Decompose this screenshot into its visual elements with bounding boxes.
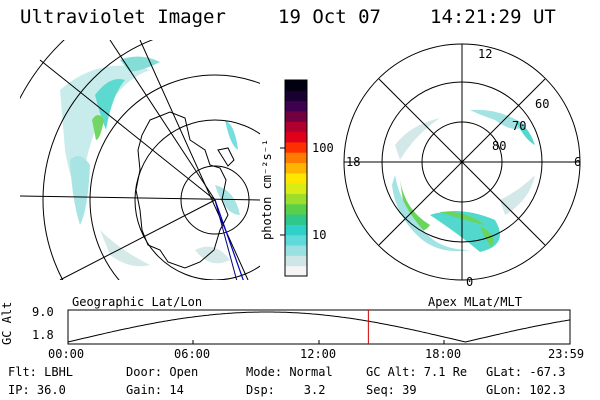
colorbar-swatch [285, 245, 307, 256]
status-mode: Mode: Normal [246, 365, 333, 379]
right-map-label: Apex MLat/MLT [428, 295, 522, 309]
colorbar-swatch [285, 214, 307, 225]
colorbar-tick-10: 10 [312, 228, 327, 242]
colorbar-swatch [285, 183, 307, 194]
date-label: 19 Oct 07 [278, 6, 381, 28]
alt-ylabel: GC Alt [0, 301, 14, 345]
colorbar-swatch [285, 90, 307, 102]
colorbar-swatch [285, 100, 307, 112]
time-label: 14:21:29 UT [430, 6, 556, 28]
lat-label-60: 60 [535, 97, 550, 111]
alt-xtick-1800: 18:00 [425, 347, 462, 361]
colorbar-swatch [285, 193, 307, 205]
colorbar-unit-label: photon cm⁻²s⁻¹ [260, 138, 274, 240]
status-gc-alt: GC Alt: 7.1 Re [366, 365, 468, 379]
lat-label-70: 70 [512, 119, 527, 133]
colorbar-swatch [285, 141, 307, 153]
status-filter: Flt: LBHL [8, 365, 74, 379]
alt-xtick-2359: 23:59 [548, 347, 585, 361]
instrument-title: Ultraviolet Imager [20, 6, 226, 28]
colorbar-swatch [285, 172, 307, 184]
colorbar-swatch [285, 265, 307, 277]
colorbar-swatch [285, 121, 307, 133]
geographic-map [20, 40, 260, 280]
altitude-curve [67, 311, 571, 343]
continent-outline [135, 111, 229, 269]
status-gain: Gain: 14 [126, 383, 184, 397]
altitude-plot [67, 309, 571, 345]
status-door: Door: Open [126, 365, 199, 379]
alt-xtick-0000: 00:00 [48, 347, 85, 361]
aurora-emission-left [60, 56, 240, 267]
alt-ytick-1.8: 1.8 [32, 328, 54, 342]
colorbar-swatch [285, 80, 307, 91]
mlt-label-0: 0 [466, 275, 474, 289]
mlt-label-6: 6 [574, 155, 582, 169]
colorbar-swatch [285, 110, 307, 122]
colorbar-swatch [285, 224, 307, 236]
colorbar-swatch [285, 131, 307, 143]
colorbar-tick-100: 100 [312, 141, 334, 155]
mlt-label-12: 12 [478, 47, 493, 61]
alt-xtick-0600: 06:00 [174, 347, 211, 361]
colorbar-swatch [285, 152, 307, 164]
colorbar-swatch [285, 203, 307, 215]
status-glon: GLon: 102.3 [486, 383, 566, 397]
lat-label-80: 80 [492, 139, 507, 153]
alt-ytick-9: 9.0 [32, 305, 54, 319]
status-glat: GLat: -67.3 [486, 365, 566, 379]
colorbar-swatch [285, 255, 307, 267]
colorbar [285, 80, 307, 277]
colorbar-swatch [285, 162, 307, 174]
aurora-emission-right [392, 109, 535, 252]
status-ip: IP: 36.0 [8, 383, 66, 397]
status-seq: Seq: 39 [366, 383, 417, 397]
mlt-label-18: 18 [346, 155, 361, 169]
colorbar-swatch [285, 234, 307, 246]
status-dsp: Dsp: 3.2 [246, 383, 326, 397]
alt-xtick-1200: 12:00 [300, 347, 337, 361]
polar-map [343, 43, 581, 281]
left-map-label: Geographic Lat/Lon [72, 295, 203, 309]
meridian-line [214, 199, 244, 280]
